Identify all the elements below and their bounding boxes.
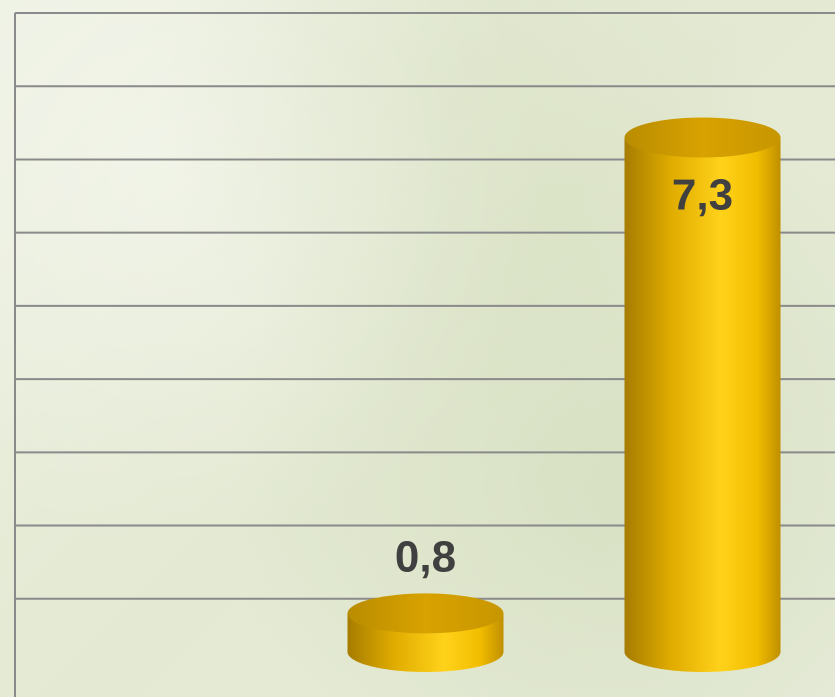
data-labels: 0,8 7,3 <box>395 170 733 581</box>
bar-body <box>624 137 781 673</box>
data-label: 7,3 <box>672 170 733 219</box>
bar-top-cap <box>347 593 504 634</box>
bar-top-cap <box>624 117 781 158</box>
bars <box>347 117 781 673</box>
bar <box>624 117 781 673</box>
bar <box>347 593 504 673</box>
data-label: 0,8 <box>395 532 456 581</box>
